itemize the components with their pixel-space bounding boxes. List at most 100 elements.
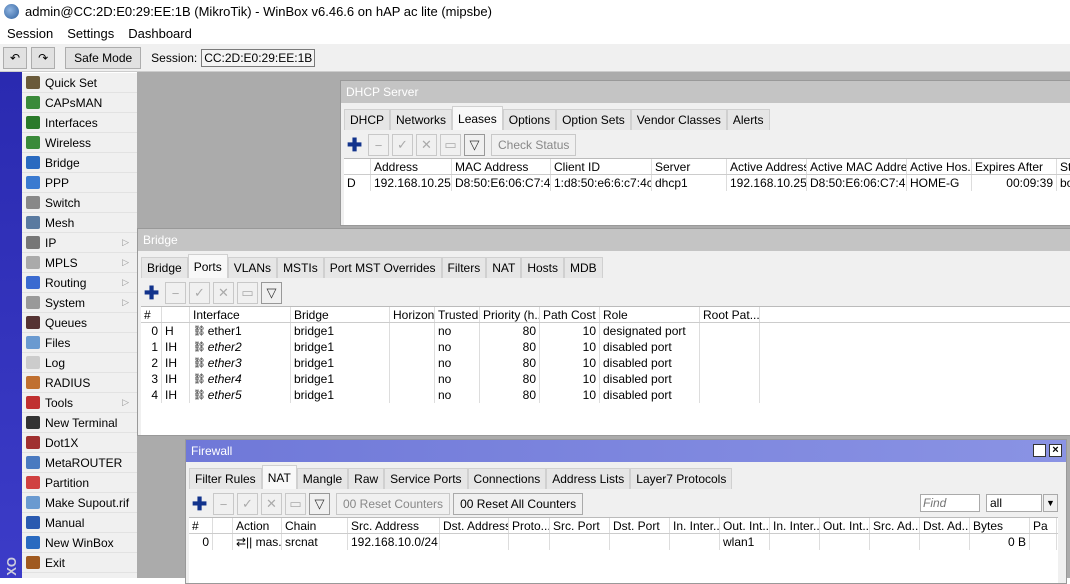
sidebar-item-switch[interactable]: Switch [22,193,137,213]
sidebar-item-files[interactable]: Files [22,333,137,353]
column-header[interactable]: St [1057,159,1070,174]
comment-icon[interactable]: ▭ [440,134,461,156]
column-header[interactable]: Role [600,307,700,322]
menu-settings[interactable]: Settings [67,25,115,41]
tab-option-sets[interactable]: Option Sets [556,109,631,130]
sidebar-item-mpls[interactable]: MPLS ▷ [22,253,137,273]
filter-select[interactable]: all [986,494,1042,512]
enable-icon[interactable]: ✓ [189,282,210,304]
column-header[interactable]: Action [233,518,282,533]
disable-icon[interactable]: ✕ [261,493,282,515]
table-row[interactable]: 0 H ⛓ ether1 bridge1 no 80 10 designated port [141,323,1070,339]
sidebar-item-capsman[interactable]: CAPsMAN [22,93,137,113]
tab-port-mst-overrides[interactable]: Port MST Overrides [323,257,442,278]
tab-nat[interactable]: NAT [261,465,297,489]
tab-leases[interactable]: Leases [452,106,503,130]
window-title-bar[interactable]: DHCP Server [341,81,1070,103]
tab-vlans[interactable]: VLANs [227,257,278,278]
column-header[interactable]: Bytes [970,518,1030,533]
sidebar-item-wireless[interactable]: Wireless [22,133,137,153]
sidebar-item-ip[interactable]: IP ▷ [22,233,137,253]
reset-counters-button[interactable]: 00 Reset Counters [336,493,451,515]
column-header[interactable]: Path Cost [540,307,600,322]
add-icon[interactable]: ✚ [189,493,210,515]
reset-all-counters-button[interactable]: 00 Reset All Counters [453,493,584,515]
table-row[interactable]: 1 IH ⛓ ether2 bridge1 no 80 10 disabled port [141,339,1070,355]
window-title-bar[interactable]: Bridge [138,229,1070,251]
column-header[interactable]: Src. Port [550,518,610,533]
tab-alerts[interactable]: Alerts [726,109,770,130]
sidebar-item-quick-set[interactable]: Quick Set [22,73,137,93]
table-row[interactable]: 2 IH ⛓ ether3 bridge1 no 80 10 disabled port [141,355,1070,371]
column-header[interactable]: Client ID [551,159,652,174]
tab-filters[interactable]: Filters [441,257,487,278]
sidebar-item-exit[interactable]: Exit [22,553,137,573]
column-header[interactable]: Active Address [727,159,807,174]
column-header[interactable]: Interface [190,307,291,322]
remove-icon[interactable]: − [213,493,234,515]
session-field[interactable]: CC:2D:E0:29:EE:1B [201,48,316,67]
column-header[interactable]: MAC Address [452,159,551,174]
add-icon[interactable]: ✚ [344,134,365,156]
sidebar-item-metarouter[interactable]: MetaROUTER [22,453,137,473]
filter-icon[interactable]: ▽ [261,282,282,304]
tab-connections[interactable]: Connections [467,468,547,489]
sidebar-item-new-winbox[interactable]: New WinBox [22,533,137,553]
column-header[interactable]: Dst. Port [610,518,670,533]
tab-raw[interactable]: Raw [348,468,385,489]
tab-hosts[interactable]: Hosts [521,257,565,278]
sidebar-item-make-supout-rif[interactable]: Make Supout.rif [22,493,137,513]
column-header[interactable]: Expires After [972,159,1057,174]
column-header[interactable]: Active Hos... [907,159,972,174]
remove-icon[interactable]: − [368,134,389,156]
sidebar-item-partition[interactable]: Partition [22,473,137,493]
column-header[interactable]: Priority (h... [480,307,540,322]
enable-icon[interactable]: ✓ [392,134,413,156]
comment-icon[interactable]: ▭ [237,282,258,304]
tab-layer7-protocols[interactable]: Layer7 Protocols [630,468,733,489]
sidebar-item-manual[interactable]: Manual [22,513,137,533]
redo-button[interactable]: ↷ [31,46,56,69]
column-header[interactable]: Address [371,159,452,174]
menu-dashboard[interactable]: Dashboard [128,25,192,41]
column-header[interactable]: Src. Address [348,518,440,533]
tab-filter-rules[interactable]: Filter Rules [189,468,262,489]
column-header[interactable] [344,159,371,174]
sidebar-item-queues[interactable]: Queues [22,313,137,333]
column-header[interactable] [213,518,233,533]
enable-icon[interactable]: ✓ [237,493,258,515]
column-header[interactable]: Root Pat... [700,307,760,322]
table-row[interactable]: D 192.168.10.254 D8:50:E6:06:C7:4C 1:d8:50:… [344,175,1070,191]
column-header[interactable]: Server [652,159,727,174]
column-header[interactable]: Horizon [390,307,435,322]
column-header[interactable]: Trusted [435,307,480,322]
check-status-button[interactable]: Check Status [491,134,577,156]
disable-icon[interactable]: ✕ [213,282,234,304]
sidebar-item-log[interactable]: Log [22,353,137,373]
column-header[interactable]: In. Inter... [770,518,820,533]
tab-mstis[interactable]: MSTIs [277,257,324,278]
sidebar-item-mesh[interactable]: Mesh [22,213,137,233]
sidebar-item-bridge[interactable]: Bridge [22,153,137,173]
close-button[interactable]: × [1049,444,1062,457]
tab-networks[interactable]: Networks [390,109,453,130]
column-header[interactable]: In. Inter... [670,518,720,533]
menu-session[interactable]: Session [7,25,54,41]
column-header[interactable]: Dst. Ad... [920,518,970,533]
column-header[interactable]: Out. Int... [720,518,770,533]
column-header[interactable]: Chain [282,518,348,533]
sidebar-item-ppp[interactable]: PPP [22,173,137,193]
column-header[interactable]: Bridge [291,307,390,322]
remove-icon[interactable]: − [165,282,186,304]
filter-icon[interactable]: ▽ [464,134,485,156]
comment-icon[interactable]: ▭ [285,493,306,515]
table-row[interactable]: 3 IH ⛓ ether4 bridge1 no 80 10 disabled port [141,371,1070,387]
table-row[interactable]: 4 IH ⛓ ether5 bridge1 no 80 10 disabled port [141,387,1070,403]
filter-icon[interactable]: ▽ [309,493,330,515]
sidebar-item-tools[interactable]: Tools ▷ [22,393,137,413]
add-icon[interactable]: ✚ [141,282,162,304]
tab-bridge[interactable]: Bridge [141,257,188,278]
tab-address-lists[interactable]: Address Lists [546,468,631,489]
tab-service-ports[interactable]: Service Ports [384,468,468,489]
